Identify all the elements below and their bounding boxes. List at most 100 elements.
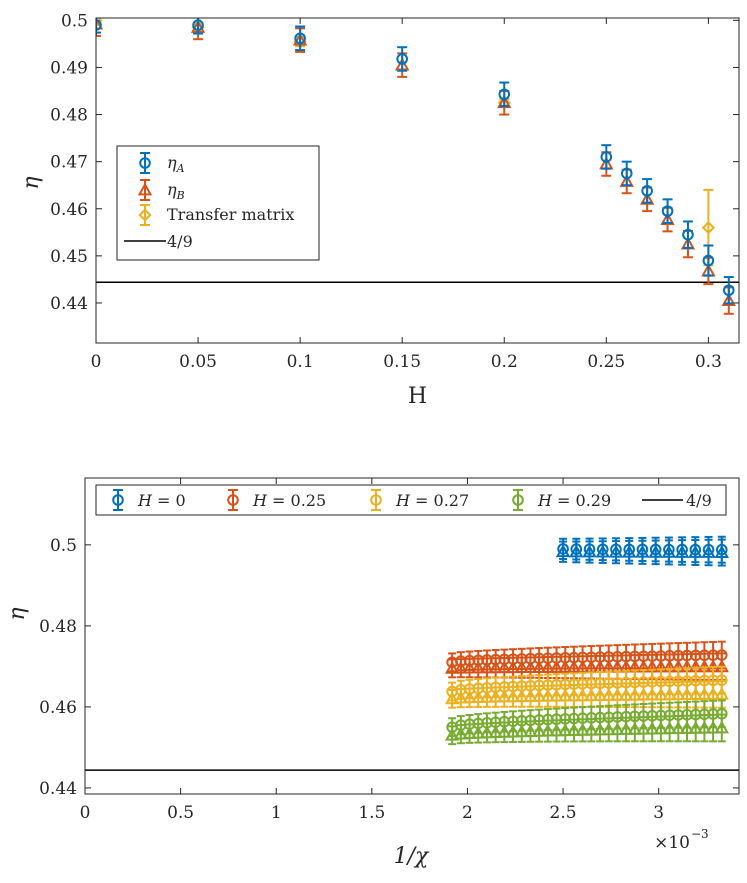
error-bar [601,144,612,170]
data-point [660,212,675,225]
data-layer [444,535,729,746]
data-point [662,687,677,701]
y-axis-label: η [5,607,30,620]
data-point [453,660,469,674]
data-point [715,707,728,720]
data-point [549,659,564,673]
error-bar [703,244,714,277]
legend-marker [138,208,152,222]
data-point [697,686,712,700]
data-point [558,723,573,737]
data-point [610,687,625,701]
data-point [488,689,503,703]
y-tick-label: 0.5 [61,11,88,31]
data-point [649,543,662,556]
data-point [575,659,590,673]
data-point [663,543,675,556]
data-point [623,543,636,556]
legend-label: H = 0 [137,491,186,510]
data-point [444,691,460,705]
data-point [592,688,608,701]
data-point [674,544,690,558]
legend-box [116,145,320,261]
data-point [488,725,503,738]
data-point [523,660,538,673]
data-point [531,723,547,737]
legend-error-bar [513,489,523,511]
data-point [645,721,660,735]
legend-marker [227,494,239,506]
data-point [584,688,599,702]
x-tick-label: 0.05 [179,352,217,372]
data-point [479,689,495,703]
error-bar [662,198,673,224]
data-point [575,722,590,736]
axes-frame [84,477,740,795]
y-tick-label: 0.45 [50,247,88,267]
legend-label: Transfer matrix [167,205,294,224]
data-point [721,293,736,307]
data-point [96,18,103,27]
data-point [714,686,729,700]
data-point [575,688,590,702]
legend-marker [137,182,153,196]
y-tick-label: 0.46 [50,200,88,220]
data-point [540,659,556,673]
x-tick-label: 0.15 [383,352,421,372]
data-point [497,724,512,738]
data-point [505,724,521,738]
x-tick-label: 3 [653,803,664,823]
data-point [601,722,616,736]
legend-label: ηA [167,153,185,175]
error-bar [295,25,306,52]
data-point [453,690,469,704]
data-point [471,725,486,739]
data-point [583,543,596,555]
data-point [531,688,547,702]
legend-label: H = 0.25 [252,491,326,510]
legend-label: 4/9 [686,491,712,510]
x-tick-label: 0.25 [587,352,625,372]
data-point [396,53,408,65]
x-axis-exponent-power: −3 [691,827,709,841]
x-tick-label: 0 [91,352,102,372]
data-point [622,544,637,558]
error-bar [96,18,101,37]
legend-error-bar [228,489,238,511]
legend-item: ηA [139,152,185,175]
legend-item: H = 0.29 [512,489,611,511]
legend: ηA ηB Transfer matrix 4/9 [116,145,320,261]
error-bar [621,160,632,187]
data-point [635,544,650,558]
legend-marker [512,494,524,506]
data-point [705,720,721,734]
data-point [558,688,573,702]
data-point [714,544,729,558]
data-point [639,191,655,205]
x-tick-label: 0.3 [695,352,722,372]
x-axis-label: 1/χ [394,844,430,869]
data-point [549,723,564,737]
error-bar [482,649,491,671]
data-point [566,659,582,673]
x-tick-label: 0 [80,803,91,823]
data-point [592,722,608,736]
y-tick-label: 0.44 [39,779,77,799]
data-point [557,543,569,555]
data-point [661,205,674,217]
data-point [497,660,512,674]
data-point [596,543,609,556]
bottom-panel: 0 0.5 1 1.5 2 2.5 3 0.44 0.46 0.48 0.5 1/χ η ×10 −3 H =… [5,477,740,869]
data-point [636,721,651,735]
legend-item: H = 0 [112,489,186,511]
data-point [618,687,634,701]
legend-error-bar [113,489,123,511]
data-point [610,543,622,556]
legend: H = 0 H = 0.25 H = 0.27 H = 0.29 4/9 [95,484,727,516]
data-point [555,544,571,558]
data-point [462,660,477,674]
y-tick-label: 0.47 [50,153,88,173]
data-point [697,720,712,734]
data-point [671,687,686,701]
